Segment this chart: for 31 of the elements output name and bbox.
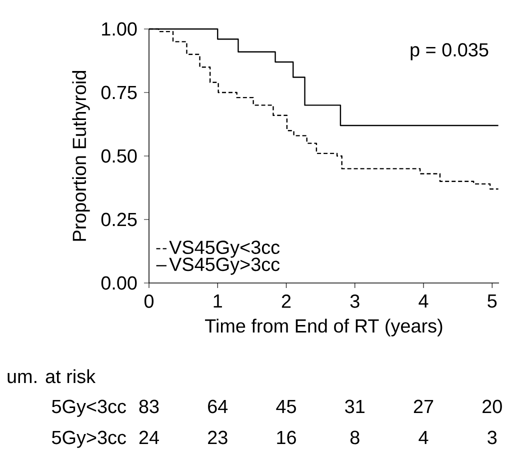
text: 4 [418,430,428,444]
legend-label: VS45Gy<3cc [169,240,280,258]
x-tick-label: 3 [350,294,360,308]
x-tick-label: 4 [418,294,428,308]
x-axis-title: Time from End of RT (years) [205,318,442,336]
x-tick-label: 5 [488,294,497,308]
x-tick-label: 0 [144,294,154,308]
text: 16 [277,430,296,444]
y-tick-label: 0.50 [101,149,137,163]
text: 20 [482,400,502,414]
text: 23 [208,430,228,444]
y-axis-title: Proportion Euthyroid [72,70,90,241]
annotation: p = 0.035 [410,43,488,60]
text: 27 [414,400,434,413]
text: 31 [345,400,364,414]
legend-label: VS45Gy>3cc [169,258,280,275]
text: 8 [350,430,360,444]
text: 83 [139,400,159,414]
text: 24 [139,430,159,444]
text: 3 [488,430,497,444]
x-tick-label: 1 [214,294,222,308]
y-tick-label: 0.00 [101,276,137,290]
y-tick-label: 1.00 [102,22,137,36]
text: 5Gy>3cc [52,430,126,448]
x-tick-label: 2 [282,294,291,308]
y-tick-label: 0.75 [101,86,137,100]
text: 45 [276,400,296,414]
text: um. at risk [8,369,96,384]
text: 5Gy<3cc [52,400,126,417]
text: 64 [208,400,228,414]
y-tick-label: 0.25 [101,212,137,226]
